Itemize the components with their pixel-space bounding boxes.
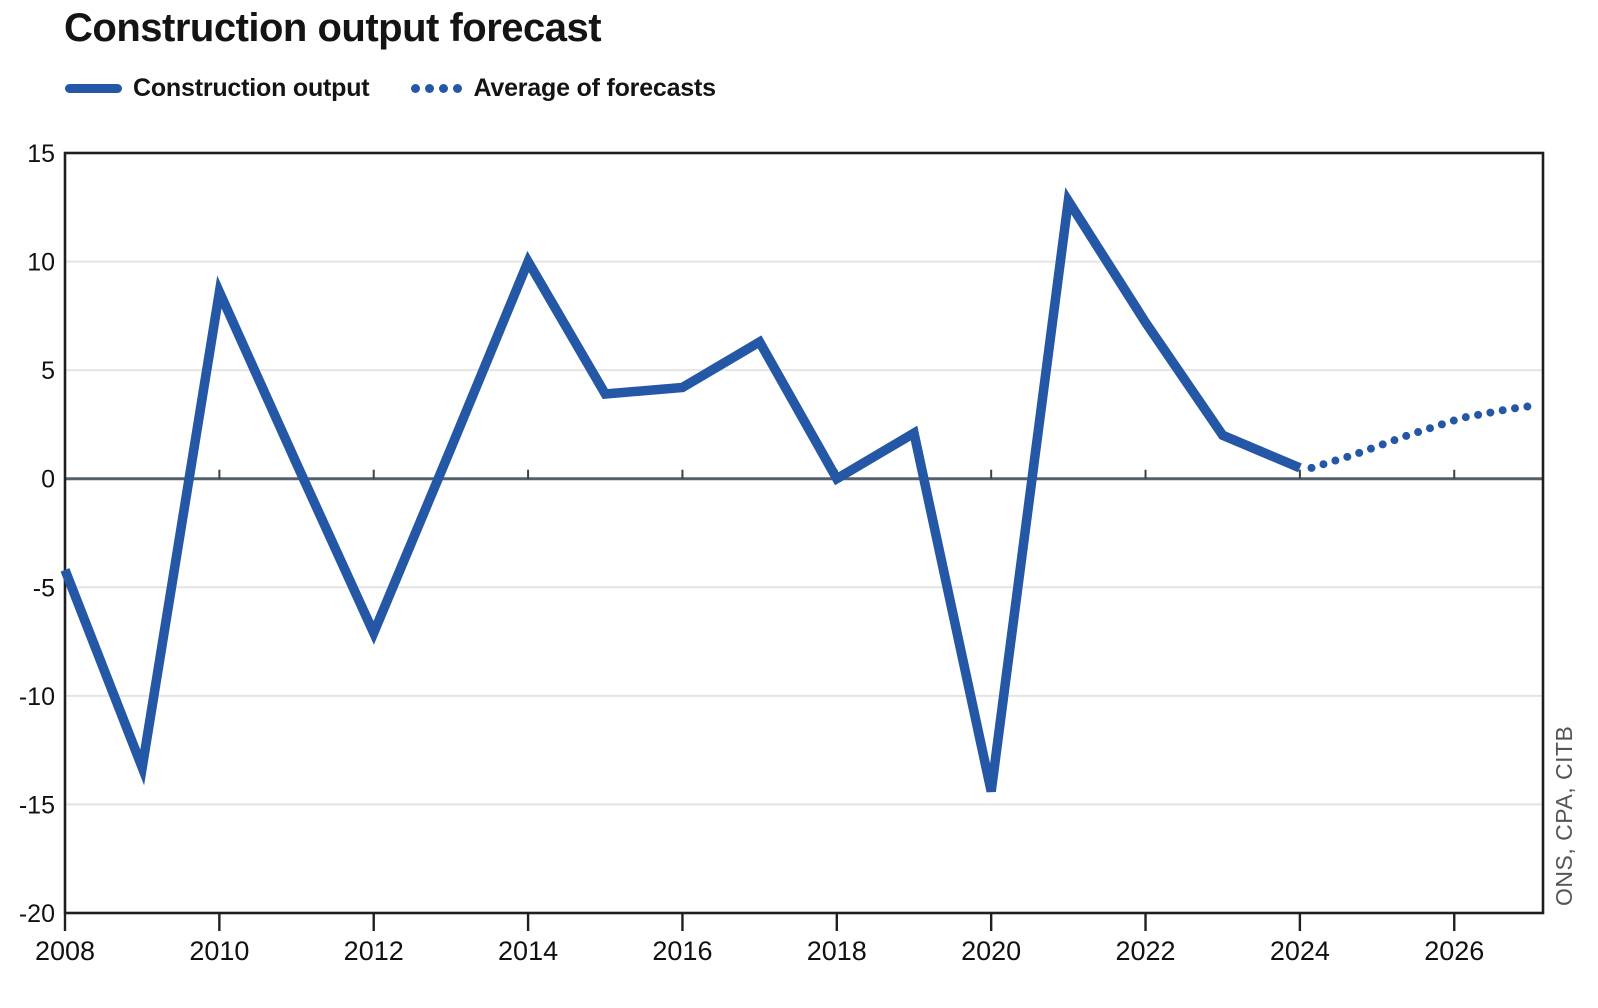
x-tick-label: 2022 (1115, 936, 1175, 966)
plot-border (63, 151, 1545, 915)
chart-legend: Construction output Average of forecasts (65, 74, 716, 103)
y-tick-label: 10 (27, 249, 55, 277)
legend-label: Construction output (133, 74, 370, 102)
x-tick-label: 2018 (807, 936, 867, 966)
zero-line (65, 469, 1543, 481)
x-tick-label: 2010 (189, 936, 249, 966)
source-label: ONS, CPA, CITB (1551, 726, 1577, 906)
y-tick-label: -10 (19, 683, 55, 711)
chart-title: Construction output forecast (64, 6, 602, 50)
legend-label: Average of forecasts (473, 74, 716, 102)
x-tick-label: 2020 (961, 936, 1021, 966)
y-tick-label: 0 (41, 466, 55, 494)
x-axis: 2008 2010 2012 2014 2016 2018 2020 2022 2024 2026 (35, 914, 1484, 966)
y-axis: 15 10 5 0 -5 -10 -15 -20 (19, 140, 55, 928)
x-tick-label: 2026 (1424, 936, 1484, 966)
y-tick-label: 15 (27, 140, 55, 168)
x-tick-label: 2008 (35, 936, 95, 966)
series-average-of-forecasts-line (1307, 400, 1544, 472)
x-tick-label: 2014 (498, 936, 558, 966)
x-tick-label: 2016 (652, 936, 712, 966)
series-construction-output-line (60, 187, 1302, 793)
y-tick-label: 5 (41, 357, 55, 385)
x-tick-label: 2012 (344, 936, 404, 966)
dotted-line-swatch-icon (411, 84, 463, 93)
legend-item-average-of-forecasts: Average of forecasts (411, 74, 716, 103)
gridlines (65, 260, 1543, 806)
y-tick-label: -5 (33, 574, 55, 602)
y-tick-label: -15 (19, 791, 55, 819)
x-tick-label: 2024 (1270, 936, 1330, 966)
legend-item-construction-output: Construction output (65, 74, 370, 103)
solid-line-swatch-icon (65, 84, 122, 93)
y-tick-label: -20 (19, 900, 55, 928)
